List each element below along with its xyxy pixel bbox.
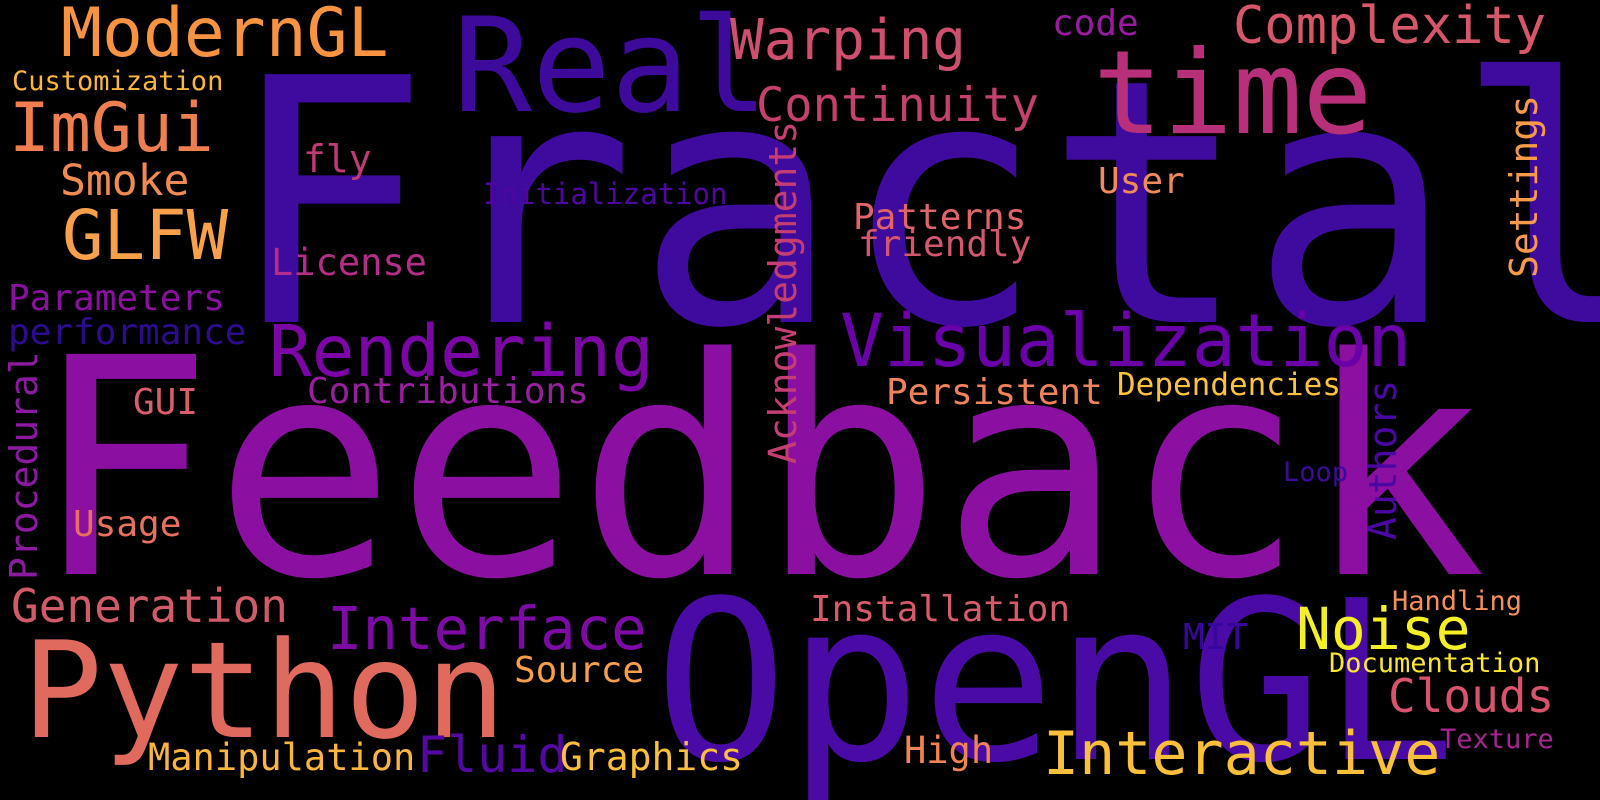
word-glfw: GLFW	[62, 196, 229, 276]
word-installation: Installation	[810, 589, 1071, 630]
word-documentation: Documentation	[1329, 648, 1541, 679]
word-smoke: Smoke	[60, 156, 190, 206]
word-parameters: Parameters	[8, 278, 225, 319]
word-authors: Authors	[1361, 379, 1405, 540]
word-noise: Noise	[1296, 595, 1471, 663]
word-acknowledgments: Acknowledgments	[761, 120, 805, 464]
word-loop: Loop	[1283, 457, 1349, 488]
word-graphics: Graphics	[560, 735, 744, 779]
word-high: High	[904, 729, 994, 772]
word-imgui: ImGui	[9, 89, 214, 168]
word-manipulation: Manipulation	[148, 736, 416, 779]
word-friendly: friendly	[858, 224, 1032, 265]
word-feedback: Feedback	[32, 295, 1487, 646]
word-clouds: Clouds	[1388, 669, 1555, 723]
word-patterns: Patterns	[853, 197, 1027, 238]
word-generation: Generation	[11, 579, 288, 633]
word-interface: Interface	[327, 594, 647, 663]
word-contributions: Contributions	[307, 371, 589, 412]
word-warping: Warping	[730, 8, 967, 73]
word-opengl: OpenGL	[654, 554, 1456, 800]
word-interactive: Interactive	[1043, 719, 1441, 789]
word-time: time	[1093, 26, 1373, 161]
word-python: Python	[22, 613, 507, 769]
word-procedural: Procedural	[2, 351, 46, 580]
word-texture: Texture	[1440, 724, 1554, 755]
word-moderngl: ModernGL	[61, 0, 389, 73]
word-code: code	[1052, 3, 1139, 44]
word-initialization: Initialization	[483, 177, 728, 211]
word-gui: GUI	[133, 382, 199, 423]
word-complexity: Complexity	[1233, 0, 1547, 56]
word-fractal: Fractal	[226, 7, 1600, 403]
word-real: Real	[453, 0, 769, 142]
word-handling: Handling	[1392, 586, 1523, 617]
word-persistent: Persistent	[886, 372, 1103, 413]
word-license: License	[271, 241, 427, 284]
word-mit: MIT	[1183, 617, 1249, 658]
word-dependencies: Dependencies	[1117, 367, 1341, 403]
word-customization: Customization	[12, 66, 224, 97]
word-user: User	[1098, 161, 1185, 202]
word-source: Source	[514, 650, 645, 691]
word-rendering: Rendering	[269, 310, 654, 393]
word-fluid: Fluid	[417, 726, 568, 784]
word-visualization: Visualization	[840, 299, 1412, 384]
word-continuity: Continuity	[756, 78, 1039, 133]
word-fly: fly	[303, 137, 372, 181]
word-usage: Usage	[73, 504, 182, 545]
word-performance: performance	[8, 312, 247, 353]
word-settings: Settings	[1502, 94, 1546, 278]
